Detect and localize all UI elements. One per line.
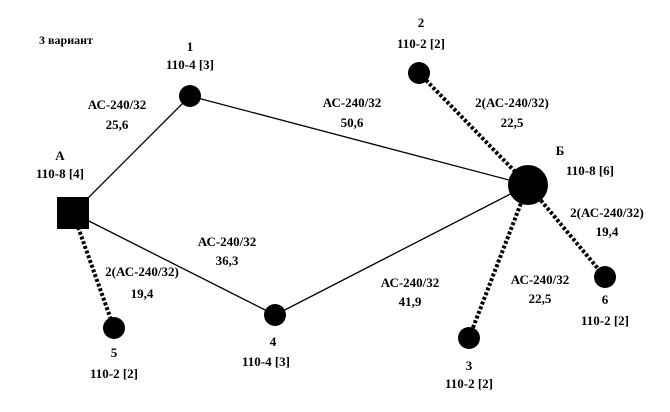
edge-wire: АС-240/32 bbox=[88, 97, 147, 112]
node-rating: 110-8 [6] bbox=[566, 163, 614, 178]
node-rating: 110-2 [2] bbox=[445, 376, 493, 391]
node-id: Б bbox=[556, 143, 565, 158]
node-a bbox=[57, 197, 89, 229]
node-id: 5 bbox=[111, 345, 118, 360]
edge-length: 22,5 bbox=[529, 291, 552, 306]
node-3 bbox=[458, 327, 480, 349]
node-5 bbox=[103, 317, 125, 339]
line-a-4 bbox=[72, 212, 276, 316]
node-4 bbox=[264, 304, 286, 326]
node-2 bbox=[408, 62, 430, 84]
node-id: 1 bbox=[187, 39, 194, 54]
node-rating: 110-2 [2] bbox=[581, 313, 629, 328]
edge-wire: 2(АС-240/32) bbox=[475, 95, 549, 110]
node-id: 6 bbox=[602, 292, 609, 307]
node-id: 2 bbox=[418, 15, 425, 30]
node-id: А bbox=[55, 148, 65, 163]
edge-length: 19,4 bbox=[131, 286, 154, 301]
line-2-b bbox=[417, 71, 530, 187]
line-b-3 bbox=[467, 184, 530, 339]
line-a-1 bbox=[72, 95, 191, 214]
node-id: 4 bbox=[270, 334, 277, 349]
edge-wire: 2(АС-240/32) bbox=[105, 264, 179, 279]
edge-length: 25,6 bbox=[106, 117, 129, 132]
line-a-5 bbox=[71, 212, 116, 329]
edge-wire: 2(АС-240/32) bbox=[570, 205, 644, 220]
node-6 bbox=[594, 266, 616, 288]
edge-length: 50,6 bbox=[341, 115, 364, 130]
node-b bbox=[508, 165, 548, 205]
line-4-b bbox=[274, 184, 529, 316]
edge-length: 22,5 bbox=[501, 115, 524, 130]
node-id: 3 bbox=[466, 358, 473, 373]
line-1-b bbox=[189, 95, 529, 186]
variant-title: 3 вариант bbox=[39, 33, 93, 47]
edge-length: 41,9 bbox=[399, 294, 422, 309]
edge-length: 36,3 bbox=[216, 253, 239, 268]
node-rating: 110-2 [2] bbox=[397, 36, 445, 51]
edge-wire: АС-240/32 bbox=[381, 275, 440, 290]
node-rating: 110-2 [2] bbox=[90, 366, 138, 381]
node-rating: 110-8 [4] bbox=[36, 166, 84, 181]
edge-wire: АС-240/32 bbox=[511, 272, 570, 287]
node-rating: 110-4 [3] bbox=[166, 57, 214, 72]
edge-wire: АС-240/32 bbox=[323, 95, 382, 110]
node-1 bbox=[179, 85, 201, 107]
edge-length: 19,4 bbox=[596, 224, 619, 239]
edge-wire: АС-240/32 bbox=[198, 234, 257, 249]
node-rating: 110-4 [3] bbox=[242, 354, 290, 369]
